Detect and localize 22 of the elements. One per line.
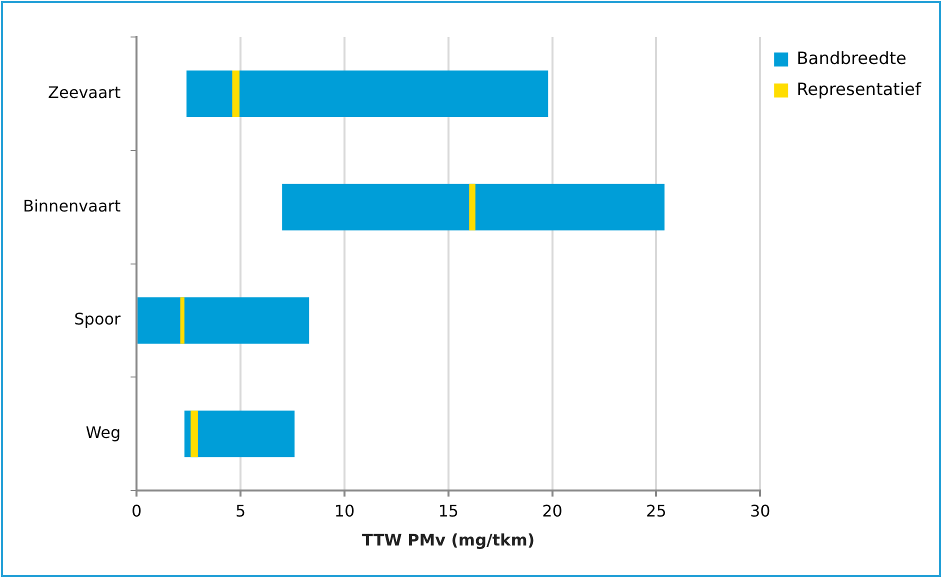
x-tick-label: 20 xyxy=(542,501,562,520)
bar xyxy=(138,297,310,344)
bar xyxy=(184,410,295,458)
x-tick-label: 30 xyxy=(750,501,770,520)
x-tick-label: 10 xyxy=(334,501,355,520)
y-tick-label: Spoor xyxy=(74,310,122,329)
x-tick-label: 25 xyxy=(646,501,666,520)
x-axis-title: TTW PMv (mg/tkm) xyxy=(362,530,535,550)
y-tick-label: Zeevaart xyxy=(48,82,121,102)
y-tick-label: Weg xyxy=(86,423,121,442)
bar xyxy=(180,297,184,344)
legend-label: Bandbreedte xyxy=(796,48,907,69)
legend-label: Representatief xyxy=(796,80,922,100)
x-tick-label: 0 xyxy=(132,501,142,520)
bar xyxy=(186,70,548,117)
x-tick-label: 15 xyxy=(438,501,459,520)
bar xyxy=(469,184,476,230)
y-tick-label: Binnenvaart xyxy=(22,196,121,216)
x-tick-label: 5 xyxy=(235,501,246,520)
bar xyxy=(190,410,198,458)
bar xyxy=(232,70,240,117)
bar xyxy=(282,184,665,230)
